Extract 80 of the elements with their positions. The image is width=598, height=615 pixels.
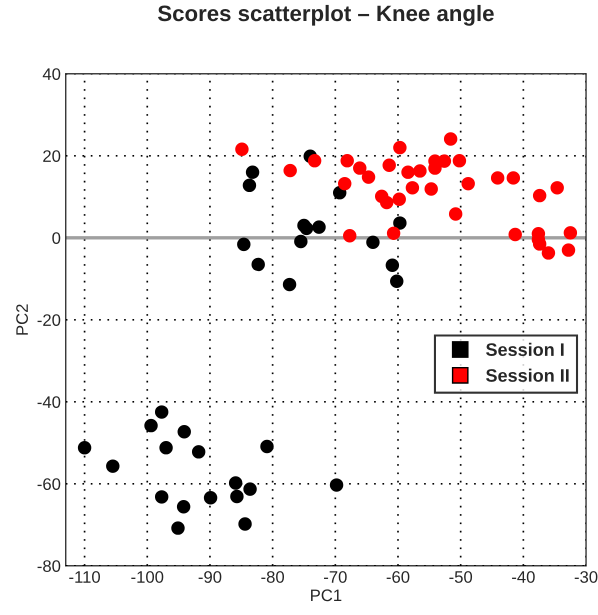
y-tick-label: -60 xyxy=(38,478,60,490)
point xyxy=(144,418,158,432)
point xyxy=(424,182,438,196)
point xyxy=(282,278,296,292)
point xyxy=(386,226,400,240)
legend-label: Session II xyxy=(486,368,569,382)
x-tick-label: -110 xyxy=(69,571,100,583)
point xyxy=(550,181,564,194)
point xyxy=(506,171,520,185)
point xyxy=(252,258,265,272)
point xyxy=(343,229,356,242)
point xyxy=(330,478,344,492)
x-tick-label: -50 xyxy=(449,571,472,583)
point xyxy=(242,178,256,192)
point xyxy=(294,234,308,248)
point xyxy=(340,154,354,168)
point xyxy=(452,154,466,168)
point xyxy=(154,490,168,504)
point xyxy=(461,176,475,190)
point xyxy=(386,258,400,272)
x-tick-label: -40 xyxy=(512,571,535,583)
point xyxy=(237,238,251,252)
y-axis-title: PC2 xyxy=(16,304,28,335)
point xyxy=(171,521,185,535)
point xyxy=(338,176,352,190)
point xyxy=(260,440,274,454)
point xyxy=(444,132,458,146)
point xyxy=(353,161,366,175)
point xyxy=(243,482,257,496)
point xyxy=(230,490,244,504)
x-axis-title: PC1 xyxy=(311,589,342,602)
x-tick-label: -90 xyxy=(198,571,222,583)
point xyxy=(382,158,396,172)
point xyxy=(78,441,92,454)
y-tick-label: -20 xyxy=(38,314,60,326)
point xyxy=(438,154,452,168)
point xyxy=(235,142,249,156)
y-tick-label: 40 xyxy=(42,68,60,80)
point xyxy=(564,226,578,240)
point xyxy=(390,274,404,288)
y-tick-label: -80 xyxy=(38,560,60,572)
x-tick-label: -100 xyxy=(131,571,164,583)
y-tick-label: -40 xyxy=(38,396,60,408)
point xyxy=(413,164,427,178)
point xyxy=(448,207,462,221)
x-tick-label: -30 xyxy=(574,571,598,583)
y-tick-label: 0 xyxy=(52,232,60,244)
point xyxy=(406,181,420,194)
point xyxy=(154,405,168,419)
point xyxy=(308,154,322,168)
point xyxy=(178,425,191,438)
point xyxy=(192,445,206,459)
point xyxy=(362,170,376,184)
point xyxy=(238,517,252,531)
point xyxy=(392,192,406,206)
x-tick-label: -80 xyxy=(261,571,284,583)
x-tick-label: -70 xyxy=(324,571,347,583)
point xyxy=(159,441,173,454)
point xyxy=(176,500,190,514)
point xyxy=(228,476,242,490)
point xyxy=(508,228,522,242)
point xyxy=(312,220,326,234)
point xyxy=(401,165,415,179)
point xyxy=(106,459,120,473)
point xyxy=(490,171,504,185)
point xyxy=(204,491,218,504)
chart-title: Scores scatterplot – Knee angle xyxy=(158,4,494,26)
x-tick-label: -60 xyxy=(386,571,410,583)
point xyxy=(532,188,546,202)
y-tick-label: 20 xyxy=(43,150,60,162)
point xyxy=(393,140,407,154)
point xyxy=(246,165,260,179)
point xyxy=(366,236,380,250)
point xyxy=(393,216,407,230)
point xyxy=(283,164,297,178)
point xyxy=(380,196,394,210)
point xyxy=(542,246,556,260)
point xyxy=(300,222,314,236)
legend-label: Session I xyxy=(486,342,564,356)
point xyxy=(562,243,576,257)
